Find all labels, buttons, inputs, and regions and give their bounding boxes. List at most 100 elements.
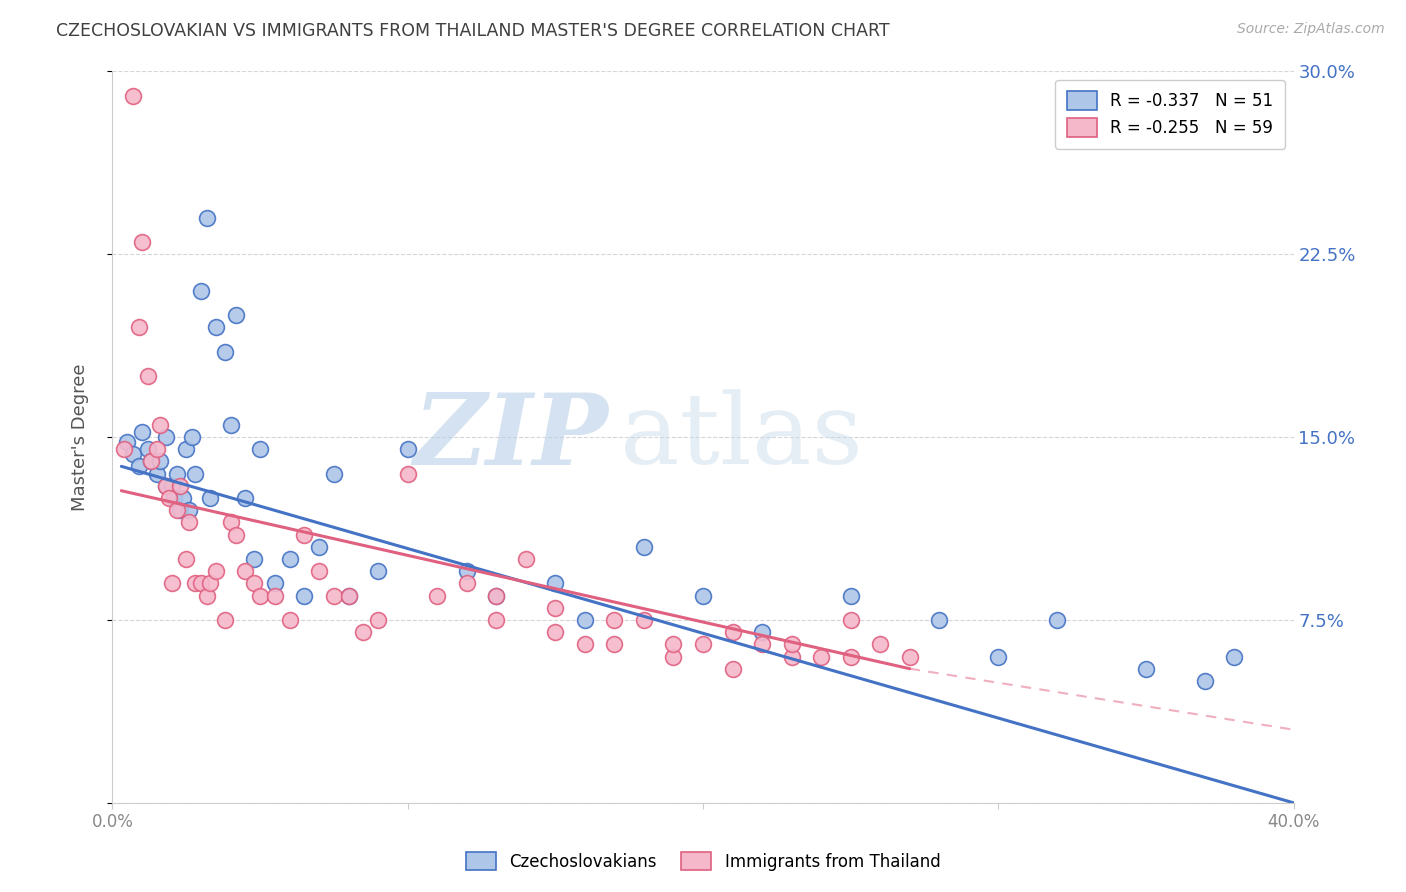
Point: [195, 589, 218, 603]
Point: [264, 576, 287, 591]
Point: [264, 589, 287, 603]
Text: atlas: atlas: [620, 389, 863, 485]
Point: [225, 308, 247, 322]
Point: [128, 459, 150, 474]
Point: [174, 442, 197, 457]
Legend: R = -0.337   N = 51, R = -0.255   N = 59: R = -0.337 N = 51, R = -0.255 N = 59: [1056, 79, 1285, 149]
Point: [157, 491, 180, 505]
Point: [166, 467, 188, 481]
Point: [190, 576, 212, 591]
Point: [337, 589, 360, 603]
Point: [163, 491, 186, 505]
Point: [136, 369, 159, 384]
Point: [323, 589, 346, 603]
Text: ZIP: ZIP: [413, 389, 609, 485]
Point: [214, 344, 236, 359]
Point: [243, 552, 266, 566]
Point: [574, 637, 596, 651]
Point: [139, 454, 162, 468]
Point: [149, 454, 172, 468]
Point: [662, 649, 685, 664]
Point: [128, 320, 150, 334]
Point: [485, 613, 508, 627]
Point: [214, 613, 236, 627]
Point: [839, 589, 862, 603]
Point: [131, 425, 153, 440]
Point: [352, 625, 374, 640]
Point: [198, 576, 221, 591]
Point: [633, 540, 655, 554]
Point: [122, 447, 145, 461]
Point: [485, 589, 508, 603]
Point: [160, 576, 183, 591]
Point: [249, 442, 271, 457]
Point: [179, 516, 201, 530]
Point: [544, 625, 567, 640]
Point: [146, 442, 169, 457]
Point: [122, 88, 145, 103]
Point: [1046, 613, 1069, 627]
Point: [426, 589, 449, 603]
Point: [205, 564, 228, 578]
Point: [721, 625, 744, 640]
Point: [155, 430, 177, 444]
Point: [515, 552, 537, 566]
Point: [136, 442, 159, 457]
Point: [337, 589, 360, 603]
Point: [184, 467, 207, 481]
Point: [396, 467, 419, 481]
Point: [780, 649, 803, 664]
Point: [308, 540, 330, 554]
Point: [146, 467, 169, 481]
Point: [839, 649, 862, 664]
Legend: Czechoslovakians, Immigrants from Thailand: Czechoslovakians, Immigrants from Thaila…: [457, 844, 949, 880]
Point: [225, 527, 247, 541]
Point: [169, 503, 191, 517]
Point: [181, 430, 204, 444]
Point: [544, 600, 567, 615]
Point: [233, 564, 256, 578]
Point: [485, 589, 508, 603]
Y-axis label: Master's Degree: Master's Degree: [70, 363, 89, 511]
Point: [190, 284, 212, 298]
Text: CZECHOSLOVAKIAN VS IMMIGRANTS FROM THAILAND MASTER'S DEGREE CORRELATION CHART: CZECHOSLOVAKIAN VS IMMIGRANTS FROM THAIL…: [56, 22, 890, 40]
Point: [174, 552, 197, 566]
Point: [166, 503, 188, 517]
Point: [179, 503, 201, 517]
Point: [396, 442, 419, 457]
Point: [692, 637, 714, 651]
Point: [839, 613, 862, 627]
Point: [139, 454, 162, 468]
Point: [117, 434, 138, 449]
Point: [160, 479, 183, 493]
Point: [810, 649, 832, 664]
Point: [243, 576, 266, 591]
Point: [308, 564, 330, 578]
Point: [233, 491, 256, 505]
Point: [751, 637, 773, 651]
Point: [219, 417, 242, 432]
Text: Source: ZipAtlas.com: Source: ZipAtlas.com: [1237, 22, 1385, 37]
Point: [456, 576, 478, 591]
Point: [633, 613, 655, 627]
Point: [1194, 673, 1216, 688]
Point: [155, 479, 177, 493]
Point: [869, 637, 891, 651]
Point: [172, 491, 194, 505]
Point: [751, 625, 773, 640]
Point: [367, 613, 389, 627]
Point: [278, 613, 301, 627]
Point: [898, 649, 921, 664]
Point: [367, 564, 389, 578]
Point: [987, 649, 1010, 664]
Point: [692, 589, 714, 603]
Point: [323, 467, 346, 481]
Point: [169, 479, 191, 493]
Point: [928, 613, 950, 627]
Point: [112, 442, 135, 457]
Point: [662, 637, 685, 651]
Point: [1223, 649, 1246, 664]
Point: [278, 552, 301, 566]
Point: [195, 211, 218, 225]
Point: [131, 235, 153, 249]
